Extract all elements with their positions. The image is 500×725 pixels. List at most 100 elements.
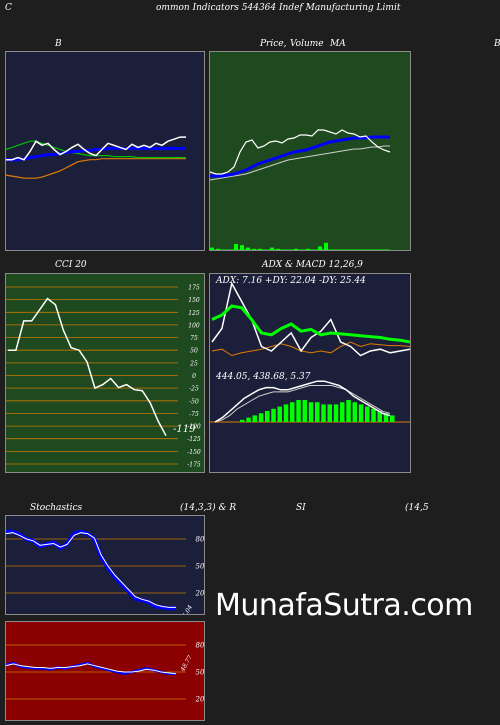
cci-level-label: -25 [189, 386, 199, 393]
cci-level-label: -150 [187, 449, 201, 456]
cci-level-label: -100 [187, 424, 201, 431]
stoch-tick-label: 80 [196, 536, 205, 544]
macd-histogram-bar [383, 413, 389, 422]
cci-level-label: 50 [190, 348, 198, 355]
stoch-title-right: (14,3,3) & R [180, 503, 237, 513]
rsi-tick-label: 80 [196, 642, 205, 650]
price-ma-blue [210, 135, 390, 178]
bb-orange-line [6, 158, 186, 179]
macd-histogram-bar [365, 406, 370, 422]
corner-left-label: C [5, 3, 12, 13]
volume-bar [324, 242, 328, 250]
price-title-left: Price, [260, 39, 287, 49]
bb-title: B [55, 39, 62, 49]
volume-bar [252, 248, 256, 250]
cci-level-label: -50 [189, 398, 199, 405]
macd-histogram-bar [377, 411, 382, 422]
adx-macd-panel: ADX: 7.16 +DY: 22.04 -DY: 25.44 444.05, … [209, 273, 411, 473]
rsi-title-left: SI [296, 503, 306, 513]
bb-blue-line [6, 146, 186, 162]
volume-bar [246, 247, 250, 250]
macd-histogram-bar [340, 402, 345, 422]
watermark: MunafaSutra.com [215, 588, 473, 623]
volume-bar [234, 244, 238, 250]
macd-histogram-bar [390, 415, 395, 422]
rsi-title-right: (14,5 [405, 503, 429, 513]
volume-bar [306, 248, 310, 250]
adx-line [211, 304, 410, 344]
adx-title: ADX & MACD 12,26,9 [262, 260, 363, 270]
macd-histogram [210, 400, 410, 423]
rsi-tick-label: 20 [195, 696, 205, 704]
cci-title: CCI 20 [55, 260, 87, 270]
page-title: ommon Indicators 544364 Indef Manufactur… [156, 3, 401, 13]
rsi-grid: 80 50 20 [6, 642, 205, 704]
price-title-right: MA [330, 39, 346, 49]
cci-line [8, 297, 167, 437]
macd-histogram-bar [252, 415, 257, 422]
cci-grid: 175 150 125 100 75 50 25 0 -25 -50 -75 -100 -125 -150… [6, 285, 201, 469]
macd-histogram-bar [321, 404, 326, 422]
volume-bar [210, 247, 214, 250]
macd-signal-line [214, 385, 391, 423]
stoch-d-line [6, 532, 176, 608]
macd-histogram-bar [283, 404, 289, 422]
macd-readout: 444.05, 438.68, 5.37 [216, 372, 311, 382]
stoch-tick-label: 50 [196, 563, 205, 571]
bb-right-edge: B [494, 39, 500, 49]
volume-bar [276, 248, 280, 250]
macd-histogram-bar [346, 400, 351, 422]
macd-histogram-bar [258, 413, 264, 422]
cci-level-label: 0 [192, 373, 196, 380]
adx-plus-dy [211, 281, 410, 357]
adx-readout: ADX: 7.16 +DY: 22.04 -DY: 25.44 [216, 276, 366, 286]
stoch-chart: 80 50 20 [6, 529, 205, 611]
macd-histogram-bar [333, 404, 339, 422]
cci-current-label: -119 [173, 424, 196, 435]
volume-bar [240, 245, 244, 250]
cci-level-label: -75 [189, 411, 199, 418]
cci-panel: 175 150 125 100 75 50 25 0 -25 -50 -75 -100 -125 -150… [5, 273, 205, 473]
macd-histogram-bar [327, 404, 332, 422]
volume-bar [258, 248, 262, 250]
cci-level-label: -125 [187, 436, 201, 443]
stoch-title-left: Stochastics [30, 503, 83, 513]
stoch-k-line [6, 529, 176, 611]
rsi-tick-label: 50 [196, 669, 205, 677]
rsi-chart: 80 50 20 [6, 642, 205, 704]
stoch-tick-label: 20 [195, 590, 205, 598]
adx-macd-chart [210, 281, 410, 423]
macd-histogram-bar [315, 402, 320, 422]
macd-histogram-bar [277, 406, 282, 422]
macd-histogram-bar [265, 411, 270, 422]
volume-bar [318, 246, 322, 250]
macd-line [214, 380, 391, 423]
adx-minus-dy [211, 341, 410, 357]
cci-level-label: -175 [187, 462, 201, 469]
volume-bar [216, 248, 220, 250]
bb-chart [6, 136, 186, 179]
macd-histogram-bar [371, 408, 376, 422]
rsi-white-line [6, 663, 177, 675]
macd-histogram-bar [271, 408, 276, 422]
macd-histogram-bar [296, 400, 301, 422]
cci-chart: 175 150 125 100 75 50 25 0 -25 -50 -75 -100 -125 -150… [6, 285, 201, 469]
macd-histogram-bar [290, 402, 295, 422]
cci-level-label: 100 [188, 322, 200, 329]
cci-level-label: 75 [190, 335, 198, 342]
bb-white-line [6, 136, 186, 161]
cci-level-label: 125 [188, 310, 200, 317]
volume-bar [270, 247, 274, 250]
price-panel [209, 51, 411, 251]
macd-histogram-bar [246, 417, 251, 422]
macd-histogram-bar [358, 404, 364, 422]
price-ma-gray [210, 145, 390, 181]
macd-histogram-bar [308, 402, 314, 422]
rsi-panel: 80 50 20 48.77 [5, 621, 205, 721]
cci-level-label: 150 [188, 297, 200, 304]
macd-histogram-bar [240, 419, 245, 422]
bb-panel [5, 51, 205, 251]
price-title-overlap: Volume [290, 39, 324, 49]
cci-level-label: 175 [188, 285, 200, 292]
cci-level-label: 25 [189, 360, 198, 367]
